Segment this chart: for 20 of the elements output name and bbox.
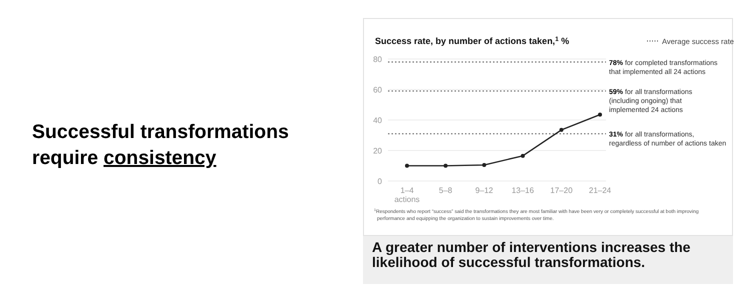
point <box>444 164 448 168</box>
point <box>598 112 602 117</box>
y-tick-label: 0 <box>378 177 383 186</box>
point <box>482 162 486 167</box>
x-tick-label: 13–16 <box>512 186 534 195</box>
x-tick-label: 17–20 <box>550 186 574 195</box>
y-tick-label: 40 <box>373 116 383 125</box>
point <box>520 154 525 158</box>
text: Successful transformations require consistency <box>32 121 289 169</box>
chart-title: Success rate, by number of actions taken,$^{1}$ % <box>375 36 570 46</box>
point <box>405 164 409 168</box>
x-tick-label: 1–4 actions <box>394 186 420 204</box>
y-tick-label: 20 <box>373 146 383 156</box>
text: A greater number of interventions increases the likelihood of successful transformations. <box>372 239 691 270</box>
point <box>559 128 564 132</box>
y-tick-label: 80 <box>373 55 383 64</box>
y-tick-label: 60 <box>373 86 383 94</box>
x-tick-label: 9–12 <box>475 186 494 195</box>
x-tick-label: 21–24 <box>588 186 612 195</box>
x-tick-label: 5–8 <box>438 186 453 195</box>
